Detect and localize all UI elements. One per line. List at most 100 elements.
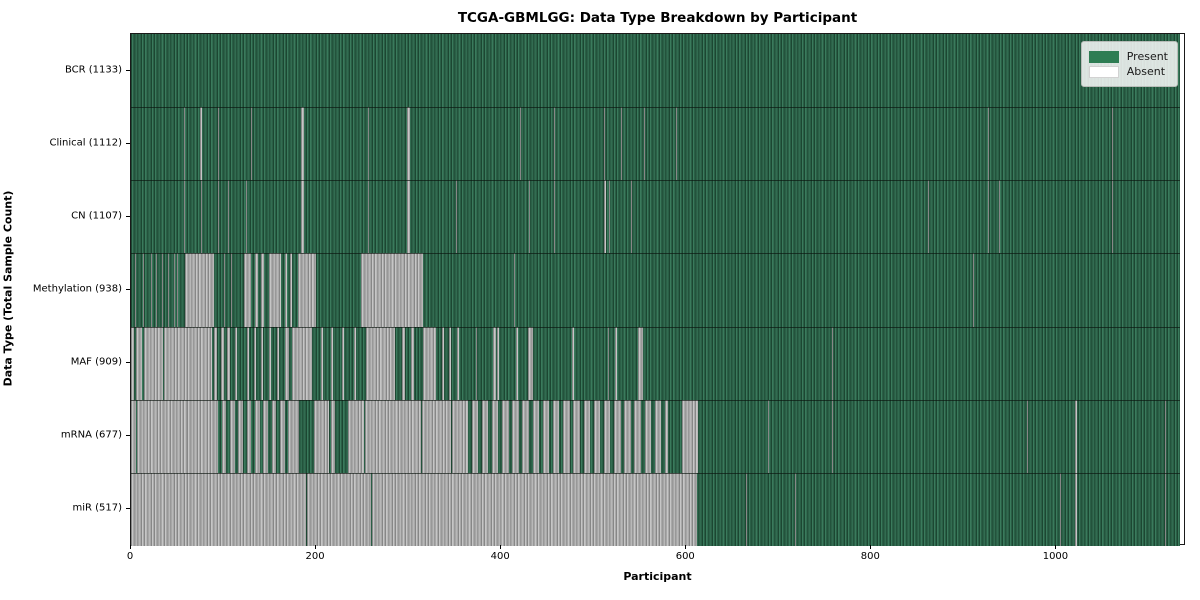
row-separator (131, 107, 1180, 109)
x-tick-label-800: 800 (860, 551, 880, 562)
absent-block (234, 326, 238, 400)
x-tick-mark (1055, 545, 1057, 549)
absent-block (246, 399, 252, 473)
legend-item-present: Present (1088, 50, 1168, 63)
y-tick-label-Clinical: Clinical (1112) (49, 137, 123, 149)
row-separator (131, 326, 1180, 328)
x-tick-label-0: 0 (126, 551, 134, 562)
absent-block (583, 399, 590, 473)
absent-block (136, 399, 187, 473)
absent-block (184, 253, 215, 327)
absent-block (143, 326, 164, 400)
absent-block (620, 107, 622, 181)
plot-area: Present Absent (130, 33, 1185, 546)
y-tick-label-BCR: BCR (1133) (64, 64, 122, 76)
absent-block (228, 180, 230, 254)
absent-block (624, 399, 631, 473)
absent-block (973, 253, 975, 327)
absent-block (502, 399, 509, 473)
absent-block (155, 253, 157, 327)
absent-block (1060, 472, 1062, 546)
row-separator (131, 180, 1180, 182)
row-BCR (131, 34, 1184, 108)
x-tick-label-1000: 1000 (1042, 551, 1069, 562)
absent-block (746, 472, 748, 546)
absent-block (643, 107, 645, 181)
y-tick-mark (126, 435, 130, 437)
y-tick-mark (126, 69, 130, 71)
absent-block (367, 107, 369, 181)
y-tick-mark (126, 215, 130, 217)
absent-block (292, 326, 313, 400)
absent-block (603, 107, 605, 181)
legend-label-present: Present (1126, 50, 1168, 63)
legend-label-absent: Absent (1126, 65, 1166, 78)
absent-block (476, 326, 478, 400)
absent-block (514, 253, 516, 327)
absent-block (187, 326, 213, 400)
absent-block (654, 399, 662, 473)
absent-block (571, 326, 575, 400)
absent-block (187, 399, 218, 473)
absent-block (288, 399, 300, 473)
absent-block (371, 472, 698, 546)
row-MAF (131, 326, 1184, 400)
row-separator (131, 472, 1180, 474)
x-tick-label-200: 200 (305, 551, 325, 562)
y-tick-label-Methylation: Methylation (938) (32, 283, 122, 295)
absent-block (497, 326, 500, 400)
absent-block (421, 399, 452, 473)
x-tick-label-400: 400 (490, 551, 510, 562)
absent-block (422, 326, 437, 400)
absent-block (1074, 399, 1077, 473)
absent-block (255, 399, 260, 473)
absent-block (1111, 180, 1113, 254)
absent-block (634, 399, 641, 473)
absent-block (217, 180, 219, 254)
legend: Present Absent (1080, 41, 1178, 87)
absent-block (301, 107, 305, 181)
row-Methylation (131, 253, 1184, 327)
absent-block (456, 326, 459, 400)
absent-block (528, 326, 533, 400)
absent-block (183, 180, 185, 254)
absent-block (471, 399, 479, 473)
absent-block (681, 399, 699, 473)
y-tick-mark (126, 142, 130, 144)
absent-block (330, 399, 335, 473)
absent-block (134, 253, 136, 327)
absent-block (361, 253, 423, 327)
absent-block (284, 253, 288, 327)
absent-block (268, 326, 271, 400)
absent-block (366, 326, 395, 400)
absent-block (162, 253, 164, 327)
absent-block (271, 399, 277, 473)
absent-block (131, 326, 134, 400)
absent-block (987, 180, 989, 254)
absent-block (268, 253, 281, 327)
absent-block (542, 399, 550, 473)
absent-block (131, 472, 306, 546)
absent-block (519, 107, 521, 181)
absent-block (365, 399, 421, 473)
chart-title: TCGA-GBMLGG: Data Type Breakdown by Part… (457, 10, 858, 26)
present-region (131, 180, 1180, 254)
absent-block (131, 399, 136, 473)
absent-block (183, 107, 185, 181)
y-tick-label-mRNA: mRNA (677) (60, 429, 122, 441)
y-tick-label-MAF: MAF (909) (70, 356, 122, 368)
absent-block (492, 326, 496, 400)
absent-block (515, 326, 518, 400)
absent-block (553, 107, 555, 181)
x-tick-mark (870, 545, 872, 549)
row-separator (131, 253, 1180, 255)
x-tick-mark (315, 545, 317, 549)
present-region (131, 34, 1180, 108)
row-miR (131, 472, 1184, 546)
absent-block (220, 326, 224, 400)
row-CN (131, 180, 1184, 254)
absent-block (354, 326, 356, 400)
x-tick-label-600: 600 (675, 551, 695, 562)
absent-block (290, 253, 293, 327)
